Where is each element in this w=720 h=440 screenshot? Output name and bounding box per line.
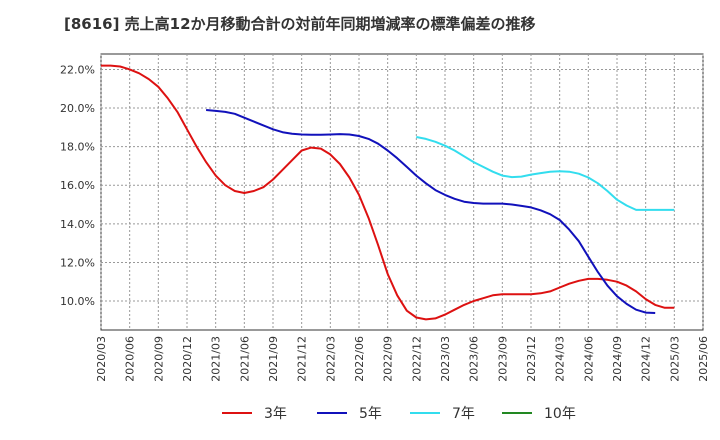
x-tick-label: 2021/12 — [296, 336, 309, 382]
y-axis: 10.0% 12.0% 14.0% 16.0% 18.0% 20.0% 22.0% — [60, 63, 95, 308]
x-tick-label: 2023/06 — [468, 336, 481, 382]
x-tick-label: 2025/06 — [697, 336, 710, 382]
legend-label-1: 3年 — [264, 406, 287, 422]
y-tick-label: 14.0% — [60, 218, 95, 231]
x-tick-label: 2024/12 — [640, 336, 653, 382]
x-tick-label: 2023/03 — [439, 336, 452, 382]
x-tick-label: 2023/09 — [496, 336, 509, 382]
x-tick-label: 2024/03 — [554, 336, 567, 382]
legend-label-3: 7年 — [452, 406, 475, 422]
x-tick-label: 2022/03 — [324, 336, 337, 382]
x-tick-label: 2022/12 — [410, 336, 423, 382]
series-line-2 — [206, 109, 656, 314]
x-tick-label: 2023/12 — [525, 336, 538, 382]
y-tick-label: 22.0% — [60, 63, 95, 76]
x-tick-label: 2024/06 — [582, 336, 595, 382]
x-tick-label: 2021/03 — [210, 336, 223, 382]
grid-layer — [100, 54, 704, 330]
x-tick-label: 2020/12 — [181, 336, 194, 382]
legend: 3年 5年 7年 10年 — [222, 406, 576, 422]
x-tick-label: 2025/03 — [668, 336, 681, 382]
x-tick-label: 2020/09 — [152, 336, 165, 382]
y-tick-label: 16.0% — [60, 179, 95, 192]
x-tick-label: 2021/09 — [267, 336, 280, 382]
x-tick-label: 2020/03 — [95, 336, 108, 382]
series-layer — [101, 64, 675, 321]
chart-title: [8616] 売上高12か月移動合計の対前年同期増減率の標準偏差の推移 — [64, 15, 536, 33]
x-tick-label: 2020/06 — [124, 336, 137, 382]
y-tick-label: 12.0% — [60, 256, 95, 269]
x-tick-label: 2024/09 — [611, 336, 624, 382]
legend-label-4: 10年 — [544, 406, 576, 422]
series-line-3 — [416, 136, 675, 211]
x-tick-label: 2022/09 — [382, 336, 395, 382]
plot-area — [100, 53, 704, 331]
x-tick-label: 2022/06 — [353, 336, 366, 382]
legend-label-2: 5年 — [359, 406, 382, 422]
y-tick-label: 18.0% — [60, 141, 95, 154]
y-tick-label: 20.0% — [60, 102, 95, 115]
x-axis: 2020/03 2020/06 2020/09 2020/12 2021/03 2021/… — [95, 336, 710, 382]
series-line-1 — [101, 64, 675, 321]
x-tick-label: 2021/06 — [238, 336, 251, 382]
y-tick-label: 10.0% — [60, 295, 95, 308]
